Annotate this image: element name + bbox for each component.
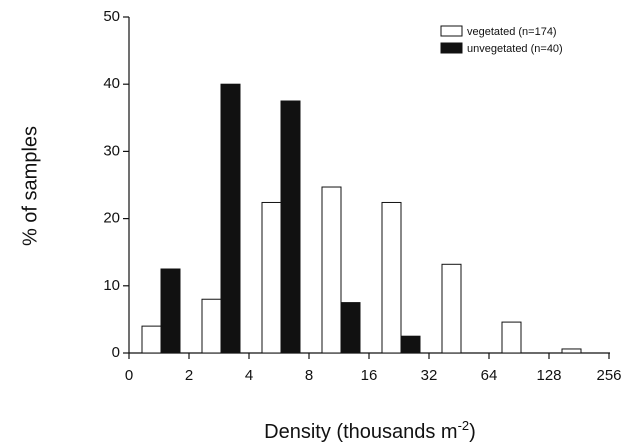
legend: vegetated (n=174) unvegetated (n=40) — [440, 25, 563, 55]
x-axis-title-main: Density (thousands m — [264, 421, 457, 443]
y-tick-label: 20 — [103, 210, 120, 227]
bar-unvegetated-4-8 — [280, 100, 301, 354]
y-tick-label: 10 — [103, 277, 120, 294]
x-tick-label: 256 — [596, 367, 621, 384]
y-ticks: 0 10 20 30 40 50 — [103, 8, 129, 361]
bar-unvegetated-16-32 — [400, 335, 421, 354]
y-tick-label: 0 — [112, 344, 120, 361]
bar-vegetated-4-8 — [261, 201, 282, 354]
x-axis-title: Density (thousands m-2) — [264, 418, 476, 443]
bar-unvegetated-0-2 — [160, 268, 181, 354]
bar-unvegetated-2-4 — [220, 83, 241, 354]
y-axis-title: % of samples — [19, 126, 41, 246]
legend-swatch-vegetated — [440, 25, 463, 37]
legend-label-vegetated: vegetated (n=174) — [467, 26, 557, 38]
x-tick-label: 64 — [481, 367, 498, 384]
bar-unvegetated-8-16 — [340, 302, 361, 354]
x-ticks: 0 2 4 8 16 32 64 128 256 — [125, 353, 622, 384]
bar-vegetated-32-64 — [441, 263, 462, 354]
legend-swatch-unvegetated — [440, 42, 463, 54]
bar-vegetated-64-128 — [501, 321, 522, 354]
y-tick-label: 30 — [103, 142, 120, 159]
x-tick-label: 2 — [185, 367, 193, 384]
y-tick-label: 50 — [103, 8, 120, 25]
bar-vegetated-128-256 — [561, 348, 582, 354]
x-tick-label: 128 — [536, 367, 561, 384]
bar-vegetated-2-4 — [201, 298, 222, 354]
x-tick-label: 0 — [125, 367, 133, 384]
x-tick-label: 8 — [305, 367, 313, 384]
x-axis-title-superscript: -2 — [458, 418, 470, 433]
x-tick-label: 32 — [421, 367, 438, 384]
x-axis-title-suffix: ) — [469, 421, 476, 443]
y-tick-label: 40 — [103, 75, 120, 92]
bar-vegetated-16-32 — [381, 201, 402, 354]
bar-vegetated-0-2 — [141, 325, 162, 354]
x-tick-label: 4 — [245, 367, 253, 384]
bar-vegetated-8-16 — [321, 186, 342, 354]
x-tick-label: 16 — [361, 367, 378, 384]
bars — [141, 83, 582, 354]
legend-label-unvegetated: unvegetated (n=40) — [467, 43, 563, 55]
